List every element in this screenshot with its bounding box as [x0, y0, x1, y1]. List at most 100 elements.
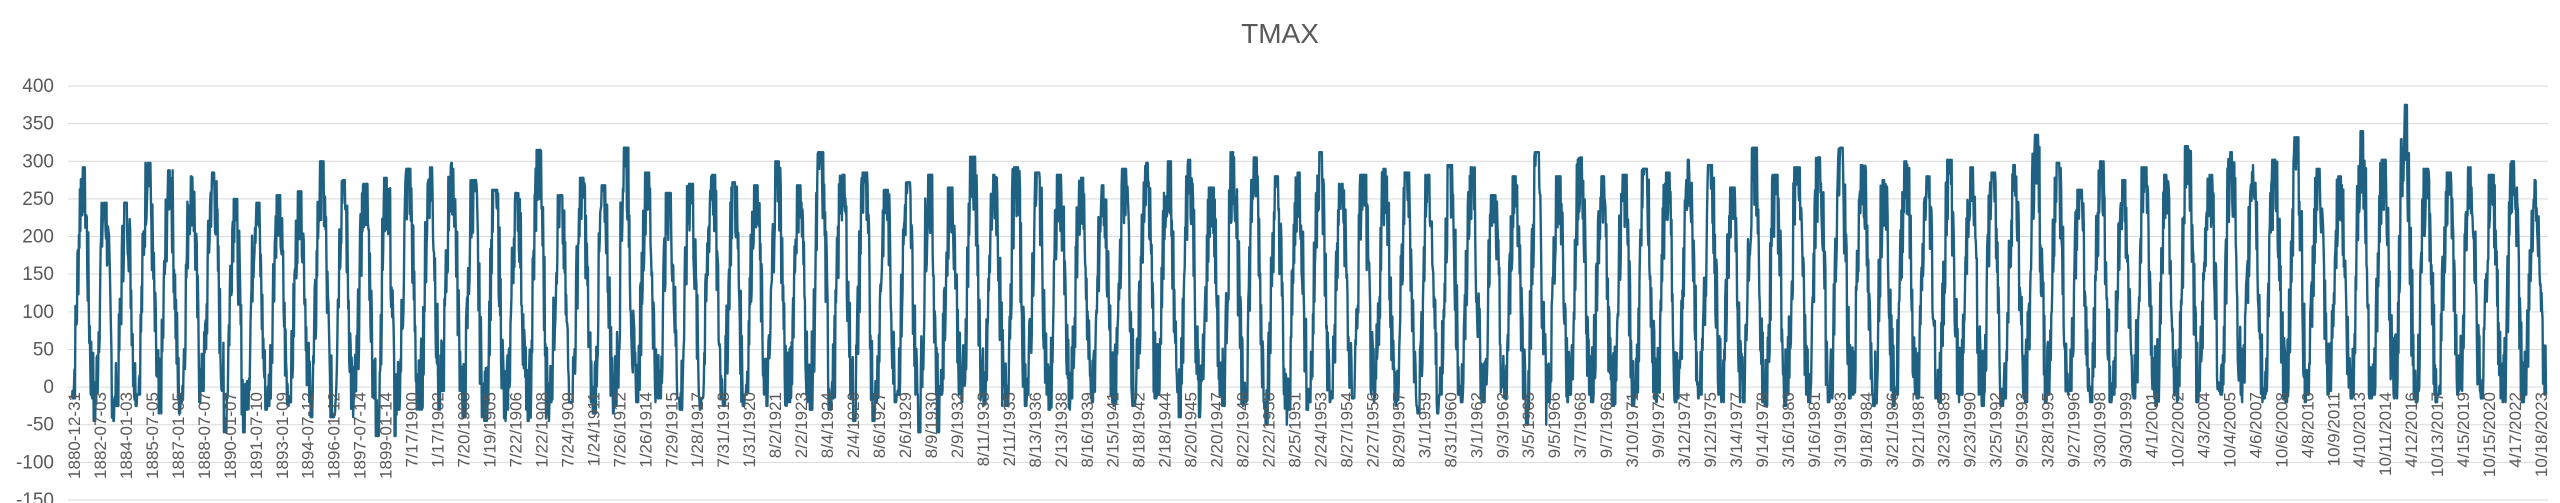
x-tick-label: 8/25/1951 [1286, 392, 1305, 468]
x-tick-label: 2/22/1950 [1260, 392, 1279, 468]
x-tick-label: 7/31/1918 [714, 392, 733, 468]
x-tick-label: 3/19/1983 [1831, 392, 1850, 468]
x-tick-label: 1882-07-03 [91, 392, 110, 479]
x-tick-label: 8/20/1945 [1182, 392, 1201, 468]
x-tick-label: 2/18/1944 [1156, 392, 1175, 468]
x-tick-label: 3/1/1962 [1467, 392, 1486, 458]
x-tick-label: 1/24/1911 [584, 392, 603, 466]
x-tick-label: 9/3/1963 [1493, 392, 1512, 458]
x-tick-label: 4/8/2010 [2298, 392, 2317, 458]
x-tick-label: 1/22/1908 [532, 392, 551, 468]
y-tick-label: 150 [22, 264, 54, 285]
x-tick-label: 3/25/1992 [1987, 392, 2006, 468]
x-tick-label: 4/1/2001 [2142, 392, 2161, 458]
x-tick-label: 1/26/1914 [636, 392, 655, 468]
x-tick-label: 2/4/1926 [844, 392, 863, 458]
x-tick-label: 9/16/1981 [1805, 392, 1824, 468]
x-tick-label: 9/14/1978 [1753, 392, 1772, 468]
x-tick-label: 3/5/1965 [1519, 392, 1538, 458]
x-tick-label: 8/2/1921 [766, 392, 785, 458]
x-tick-label: 1896-01-12 [325, 392, 344, 479]
x-tick-label: 4/12/2016 [2402, 392, 2421, 468]
x-tick-label: 1880-12-31 [65, 392, 84, 479]
x-tick-label: 1/19/1905 [480, 392, 499, 468]
x-tick-label: 2/27/1956 [1363, 392, 1382, 468]
x-tick-label: 1899-01-14 [377, 392, 396, 479]
x-tick-label: 3/14/1977 [1727, 392, 1746, 468]
x-tick-label: 3/1/1959 [1415, 392, 1434, 458]
x-tick-label: 2/20/1947 [1208, 392, 1227, 468]
y-tick-label: 200 [22, 227, 54, 248]
x-tick-label: 10/13/2017 [2428, 392, 2447, 477]
x-tick-label: 10/11/2014 [2376, 392, 2395, 476]
y-tick-label: 0 [43, 377, 54, 398]
x-tick-label: 2/24/1953 [1311, 392, 1330, 468]
x-tick-label: 7/22/1906 [506, 392, 525, 468]
y-tick-label: 300 [22, 151, 54, 172]
x-tick-label: 3/7/1968 [1571, 392, 1590, 458]
y-tick-label: 400 [22, 76, 54, 97]
y-tick-label: 350 [22, 114, 54, 135]
x-tick-label: 9/30/1999 [2117, 392, 2136, 468]
x-tick-label: 10/9/2011 [2324, 392, 2343, 466]
x-tick-label: 8/16/1939 [1078, 392, 1097, 468]
x-tick-label: 10/6/2008 [2272, 392, 2291, 468]
x-tick-label: 9/18/1984 [1857, 392, 1876, 468]
x-tick-label: 7/26/1912 [610, 392, 629, 468]
x-tick-label: 1897-07-14 [351, 392, 370, 479]
x-tick-label: 8/27/1954 [1337, 392, 1356, 468]
x-tick-label: 10/15/2020 [2480, 392, 2499, 477]
x-tick-label: 1888-07-07 [195, 392, 214, 479]
x-tick-label: 8/4/1924 [818, 392, 837, 458]
x-tick-label: 9/7/1969 [1597, 392, 1616, 458]
x-tick-label: 9/5/1966 [1545, 392, 1564, 458]
y-tick-label: -150 [16, 490, 54, 503]
series-line-tmax [70, 103, 2548, 438]
x-tick-label: 8/13/1936 [1026, 392, 1045, 468]
x-tick-label: 1891-07-10 [247, 392, 266, 479]
x-tick-label: 3/28/1995 [2039, 392, 2058, 468]
y-tick-label: 100 [22, 302, 54, 323]
x-tick-label: 1885-07-05 [143, 392, 162, 479]
x-tick-label: 2/6/1929 [896, 392, 915, 458]
x-tick-label: 2/13/1938 [1052, 392, 1071, 468]
x-tick-label: 9/27/1996 [2065, 392, 2084, 468]
x-tick-label: 1884-01-03 [117, 392, 136, 479]
x-tick-label: 9/21/1987 [1909, 392, 1928, 468]
x-tick-label: 8/6/1927 [870, 392, 889, 458]
x-tick-label: 7/29/1915 [662, 392, 681, 468]
x-tick-label: 3/30/1998 [2091, 392, 2110, 468]
x-tick-label: 10/18/2023 [2532, 392, 2551, 477]
x-tick-label: 1/28/1917 [688, 392, 707, 468]
x-tick-label: 2/15/1941 [1104, 392, 1123, 468]
y-tick-label: -50 [27, 415, 54, 436]
x-tick-label: 7/17/1900 [403, 392, 422, 468]
x-tick-label: 3/16/1980 [1779, 392, 1798, 468]
x-tick-label: 3/23/1989 [1935, 392, 1954, 468]
y-tick-label: 50 [33, 339, 54, 360]
x-tick-label: 7/24/1909 [558, 392, 577, 468]
x-tick-label: 4/10/2013 [2350, 392, 2369, 468]
x-tick-label: 9/9/1972 [1649, 392, 1668, 458]
x-tick-label: 2/9/1932 [948, 392, 967, 458]
x-tick-label: 4/6/2007 [2246, 392, 2265, 458]
x-tick-label: 1887-01-05 [169, 392, 188, 479]
x-tick-label: 3/10/1971 [1623, 392, 1642, 468]
x-tick-label: 10/4/2005 [2220, 392, 2239, 468]
x-tick-label: 3/21/1986 [1883, 392, 1902, 468]
x-tick-label: 8/9/1930 [922, 392, 941, 458]
x-tick-label: 8/18/1942 [1130, 392, 1149, 468]
y-tick-label: -100 [16, 452, 54, 473]
x-tick-label: 9/23/1990 [1961, 392, 1980, 468]
x-tick-label: 2/11/1935 [1000, 392, 1019, 466]
chart-title: TMAX [1241, 18, 1319, 49]
y-tick-label: 250 [22, 189, 54, 210]
x-tick-label: 8/11/1933 [974, 392, 993, 466]
x-tick-label: 10/2/2002 [2168, 392, 2187, 468]
x-tick-label: 7/20/1903 [455, 392, 474, 468]
x-tick-label: 9/25/1993 [2013, 392, 2032, 468]
x-tick-label: 1894-07-12 [299, 392, 318, 479]
x-tick-label: 4/17/2022 [2506, 392, 2525, 468]
